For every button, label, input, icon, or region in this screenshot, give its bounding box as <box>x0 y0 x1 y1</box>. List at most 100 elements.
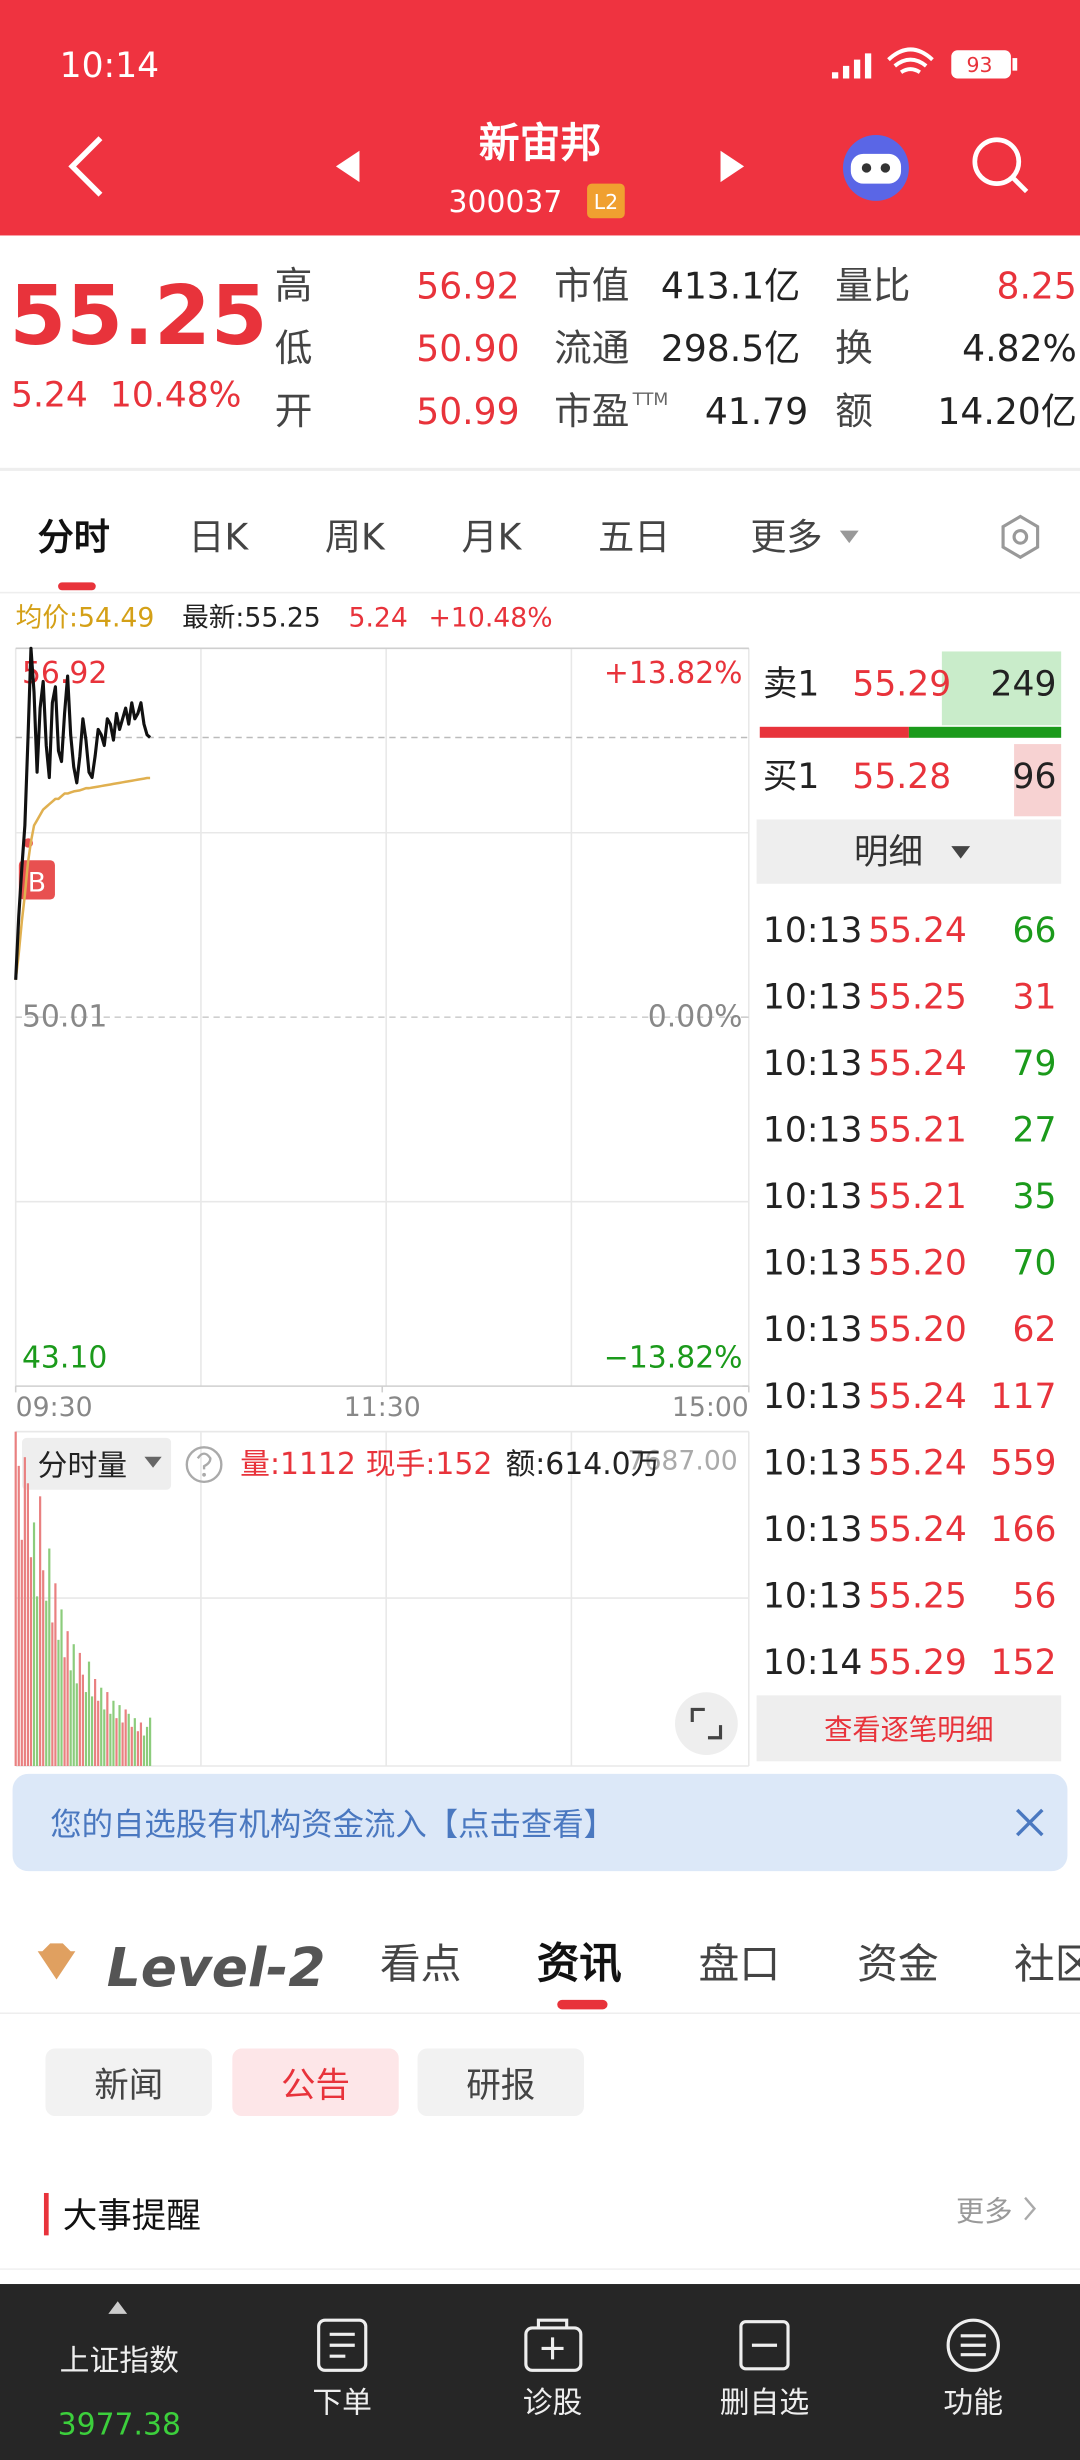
chart-tab[interactable]: 日K <box>188 515 249 558</box>
quote-value: 14.20亿 <box>937 390 1076 433</box>
banner-close[interactable] <box>1015 1808 1044 1837</box>
robot-eye <box>861 163 872 173</box>
volume-bar <box>100 1687 103 1767</box>
chart-tab[interactable]: 五日 <box>598 515 670 558</box>
index-name[interactable]: 上证指数 <box>60 2343 179 2378</box>
volume-bar <box>69 1670 72 1767</box>
sub-tab-bg[interactable] <box>45 2048 212 2117</box>
price-change-pct: 10.48% <box>110 376 242 416</box>
quote-label: 量比 <box>835 263 910 307</box>
prev-stock[interactable] <box>335 150 360 183</box>
trade-time: 10:13 <box>763 977 862 1017</box>
section-tab[interactable]: 盘口 <box>699 1940 781 1988</box>
trade-price: 55.25 <box>868 977 967 1017</box>
robot-face <box>850 153 902 184</box>
volume-bar <box>84 1692 88 1767</box>
next-stock[interactable] <box>720 150 745 183</box>
volume-value: 量:1112 <box>240 1447 356 1482</box>
settings-icon[interactable] <box>1001 514 1040 560</box>
volume-bar <box>42 1570 45 1767</box>
settings-dot <box>1012 529 1029 545</box>
battery-icon <box>951 50 1011 79</box>
section-tab-underline <box>557 1999 608 2010</box>
section-tab[interactable]: 资金 <box>857 1940 939 1988</box>
nav-item[interactable]: 删自选 <box>720 2386 809 2421</box>
volume-bar <box>48 1548 51 1767</box>
section-tab[interactable]: 资讯 <box>537 1939 622 1988</box>
volume-bar <box>106 1692 109 1767</box>
y-tick-label: 50.01 <box>22 1000 107 1035</box>
trade-volume: 166 <box>991 1510 1057 1550</box>
section-tab[interactable]: 看点 <box>380 1940 462 1988</box>
sub-tab[interactable]: 公告 <box>281 2066 350 2106</box>
expand-glyph <box>690 1707 723 1740</box>
volume-bar <box>139 1722 143 1767</box>
index-value: 3977.38 <box>58 2408 181 2443</box>
trade-volume: 79 <box>1013 1044 1057 1084</box>
banner-text[interactable]: 您的自选股有机构资金流入【点击查看】 <box>50 1807 615 1843</box>
sub-tab-bg[interactable] <box>417 2048 584 2117</box>
y-tick-label: 7687.00 <box>627 1445 737 1476</box>
expand-button[interactable] <box>675 1692 738 1756</box>
volume-bar <box>20 1539 23 1767</box>
nav-item[interactable]: 诊股 <box>523 2386 583 2421</box>
trade-volume: 66 <box>1013 911 1057 951</box>
help-icon[interactable] <box>185 1446 223 1484</box>
volume-bar <box>115 1718 118 1767</box>
chart-tab[interactable]: 更多 <box>750 515 822 558</box>
info-change-pct: +10.48% <box>429 602 553 633</box>
banner[interactable] <box>12 1773 1068 1872</box>
volume-bar <box>26 1483 30 1767</box>
remove-icon[interactable] <box>739 2320 790 2371</box>
volume-selector[interactable] <box>21 1437 172 1490</box>
volume-bar <box>148 1717 152 1767</box>
detail-button-text[interactable]: 明细 <box>854 832 923 872</box>
wifi-icon <box>887 47 934 74</box>
bid-label: 买1 <box>763 757 819 797</box>
chart-tab[interactable]: 周K <box>325 515 386 558</box>
volume-bar <box>145 1726 149 1767</box>
volume-bar <box>112 1700 115 1767</box>
detail-caret <box>951 846 971 859</box>
price-change: 5.24 <box>11 376 88 416</box>
help-dot <box>202 1472 206 1477</box>
back-button[interactable] <box>68 136 103 197</box>
trade-time: 10:14 <box>763 1643 862 1683</box>
quote-label: 低 <box>275 326 313 370</box>
volume-bar <box>54 1583 57 1767</box>
chart-tab[interactable]: 月K <box>462 515 523 558</box>
x-tick-label: 09:30 <box>16 1392 93 1423</box>
trades-more-text[interactable]: 查看逐笔明细 <box>824 1713 993 1746</box>
sub-tab[interactable]: 研报 <box>466 2066 535 2106</box>
quote-value: 8.25 <box>996 264 1076 307</box>
trade-price: 55.24 <box>868 1443 967 1483</box>
quote-label: 高 <box>275 263 313 307</box>
volume-selector-text[interactable]: 分时量 <box>38 1449 127 1484</box>
diagnose-icon[interactable] <box>524 2326 583 2372</box>
robot-icon[interactable] <box>842 135 909 201</box>
detail-button[interactable] <box>756 819 1062 884</box>
ask-volume: 249 <box>991 664 1057 704</box>
quote-label-sup: TTM <box>632 390 669 410</box>
function-icon[interactable] <box>946 2318 1000 2372</box>
chart-tab[interactable]: 分时 <box>38 515 110 558</box>
trades-more-button[interactable] <box>756 1695 1062 1762</box>
y-tick-label: 56.92 <box>22 656 107 691</box>
nav-item[interactable]: 功能 <box>943 2386 1003 2421</box>
volume-bar <box>81 1674 84 1767</box>
order-icon[interactable] <box>317 2318 368 2372</box>
sub-tab[interactable]: 新闻 <box>94 2066 163 2106</box>
search-button[interactable] <box>972 137 1029 194</box>
sub-tab-bg[interactable] <box>232 2048 399 2117</box>
trade-volume: 152 <box>991 1643 1057 1683</box>
current-hand: 现手:152 <box>366 1447 493 1482</box>
latest-price: 最新:55.25 <box>182 602 321 633</box>
trade-time: 10:13 <box>763 1510 862 1550</box>
more-link[interactable]: 更多 <box>956 2195 1012 2228</box>
ask-volume-bg <box>941 651 1062 726</box>
section-tab[interactable]: 社区 <box>1014 1940 1080 1988</box>
nav-item[interactable]: 下单 <box>312 2386 372 2421</box>
signal-icon <box>831 53 872 79</box>
